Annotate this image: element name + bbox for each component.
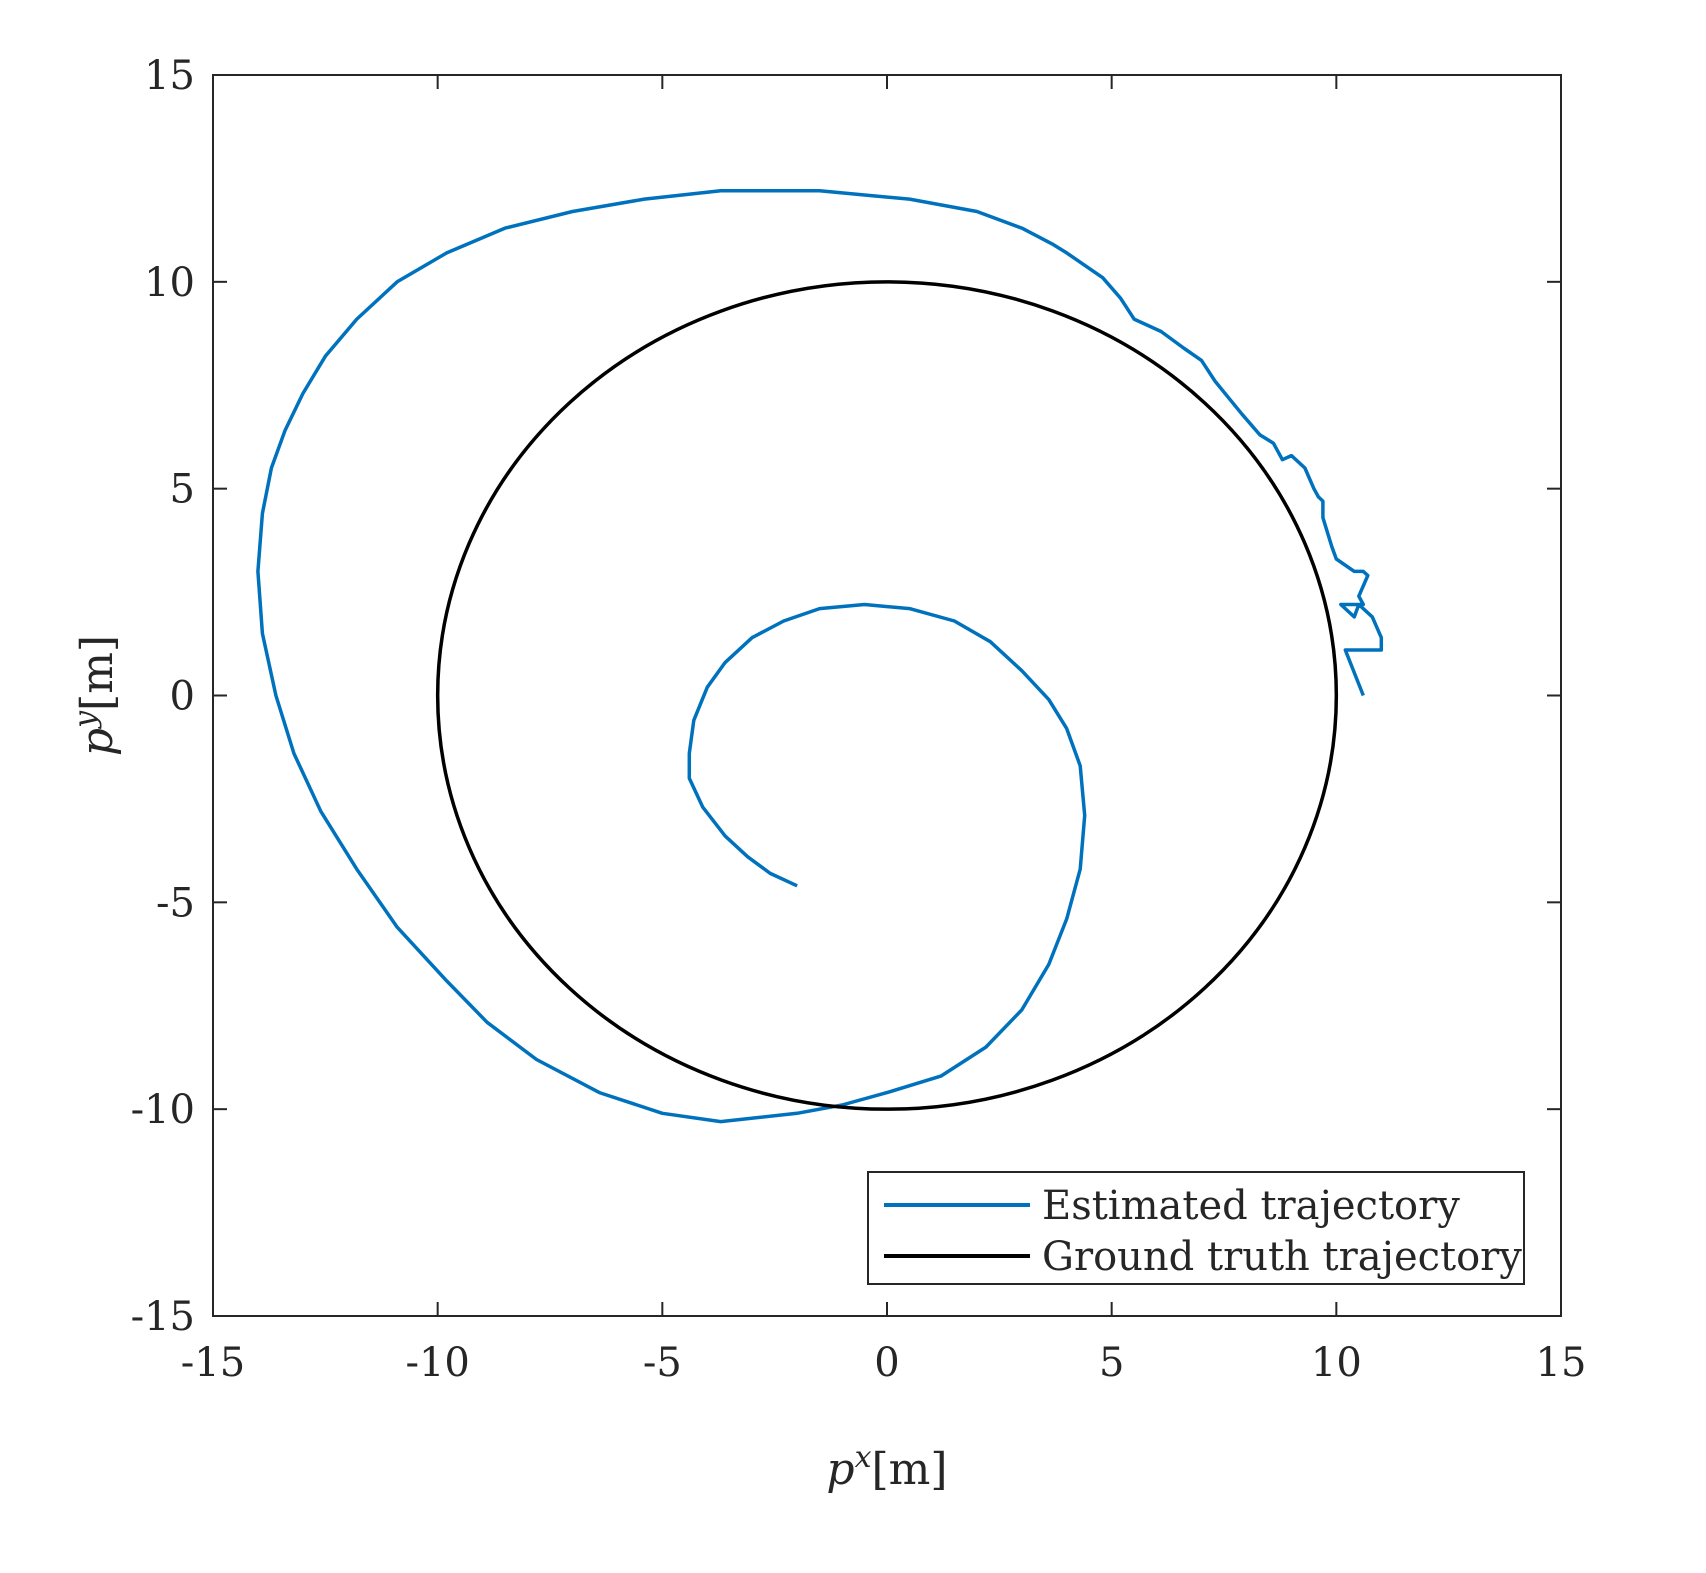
y-axis-label-base: p — [72, 728, 123, 756]
x-tick-label: 15 — [1536, 1340, 1587, 1386]
legend-label-ground-truth: Ground truth trajectory — [1042, 1234, 1522, 1280]
x-axis-label-unit: [m] — [872, 1444, 948, 1495]
y-axis-label-unit: [m] — [72, 635, 123, 711]
x-tick-label: 0 — [874, 1340, 899, 1386]
y-axis-label: py[m] — [68, 635, 124, 756]
legend-label-estimated: Estimated trajectory — [1042, 1183, 1460, 1229]
x-tick-label: -5 — [643, 1340, 682, 1386]
y-tick-label: 10 — [144, 260, 195, 306]
y-tick-label: -10 — [131, 1087, 195, 1133]
legend-box — [867, 1171, 1525, 1285]
x-tick-label: 5 — [1099, 1340, 1124, 1386]
x-tick-label: -10 — [405, 1340, 469, 1386]
x-axis-label-base: p — [826, 1444, 854, 1495]
y-axis-label-sup: y — [68, 710, 103, 730]
x-tick-label: -15 — [181, 1340, 245, 1386]
y-tick-label: 0 — [170, 674, 195, 720]
y-tick-label: -15 — [131, 1294, 195, 1340]
y-tick-label: -5 — [156, 880, 195, 926]
legend: Estimated trajectory Ground truth trajec… — [867, 1171, 1525, 1285]
x-axis-label: px[m] — [826, 1440, 947, 1496]
y-tick-label: 5 — [170, 467, 195, 513]
x-axis-label-sup: x — [855, 1440, 872, 1475]
series-estimated-line — [256, 189, 1384, 1124]
y-tick-label: 15 — [144, 53, 195, 99]
x-tick-label: 10 — [1311, 1340, 1362, 1386]
series-ground-truth-line — [435, 280, 1339, 1111]
